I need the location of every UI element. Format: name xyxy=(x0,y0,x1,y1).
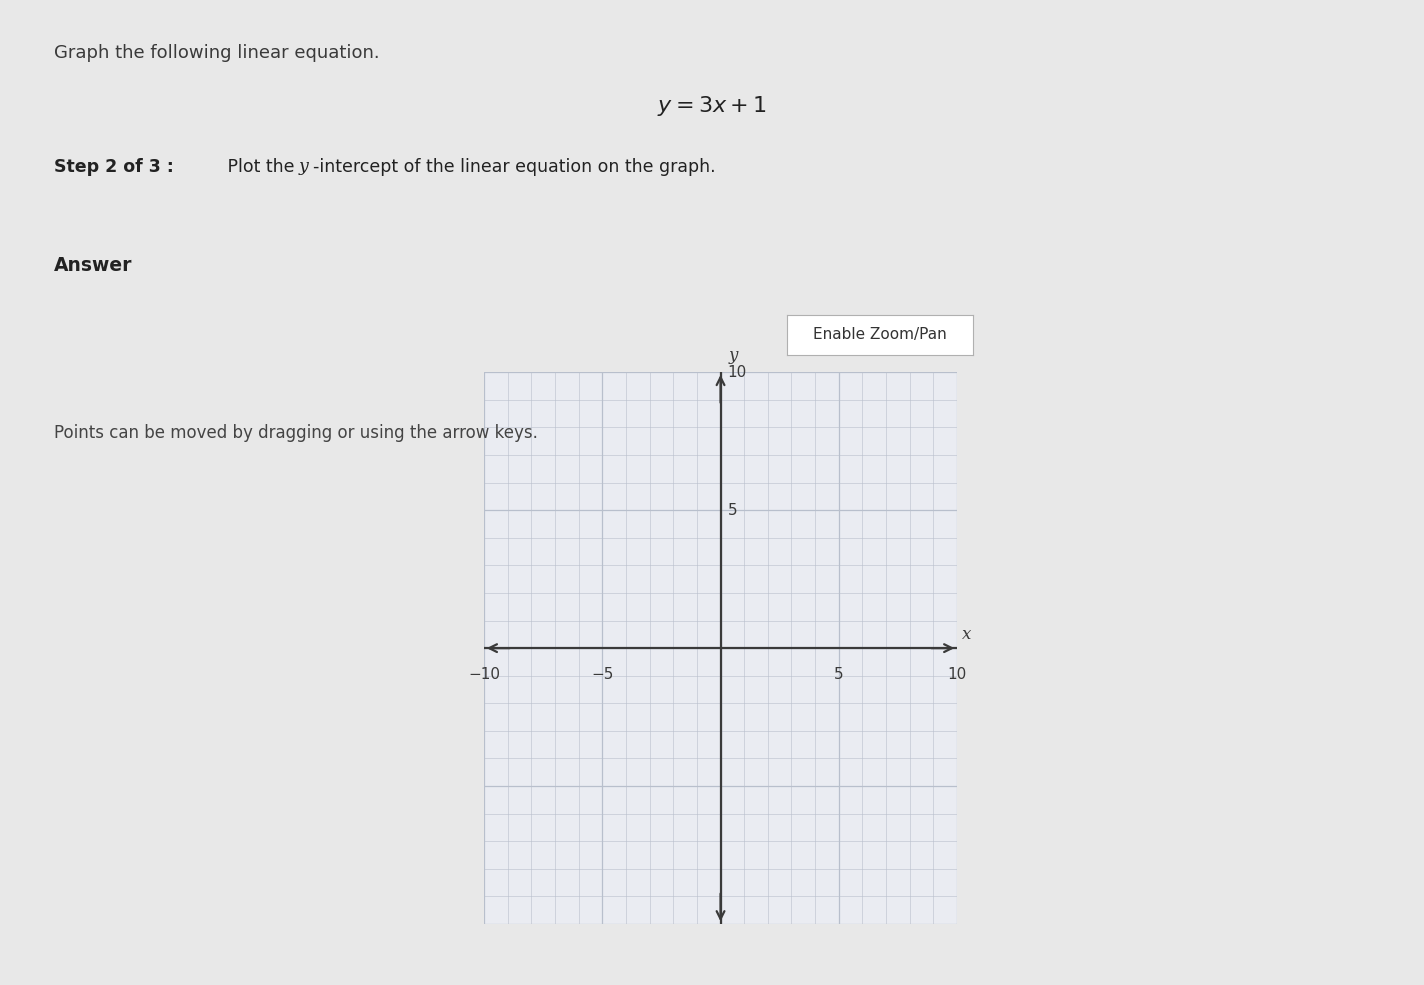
Text: 10: 10 xyxy=(728,364,746,380)
Text: y: y xyxy=(729,347,738,364)
Text: $y = 3x + 1$: $y = 3x + 1$ xyxy=(656,94,768,117)
Text: Answer: Answer xyxy=(54,256,132,275)
Text: Graph the following linear equation.: Graph the following linear equation. xyxy=(54,44,380,62)
Text: y: y xyxy=(299,158,309,174)
Text: Points can be moved by dragging or using the arrow keys.: Points can be moved by dragging or using… xyxy=(54,424,538,441)
Text: −5: −5 xyxy=(591,668,614,683)
Text: 5: 5 xyxy=(834,668,843,683)
Text: Enable Zoom/Pan: Enable Zoom/Pan xyxy=(813,327,947,343)
Text: -intercept of the linear equation on the graph.: -intercept of the linear equation on the… xyxy=(313,158,716,175)
Text: x: x xyxy=(961,625,971,643)
Text: Plot the: Plot the xyxy=(222,158,300,175)
Text: 5: 5 xyxy=(728,502,738,518)
Text: 10: 10 xyxy=(947,668,967,683)
Text: −10: −10 xyxy=(468,668,500,683)
Text: Step 2 of 3 :: Step 2 of 3 : xyxy=(54,158,174,175)
